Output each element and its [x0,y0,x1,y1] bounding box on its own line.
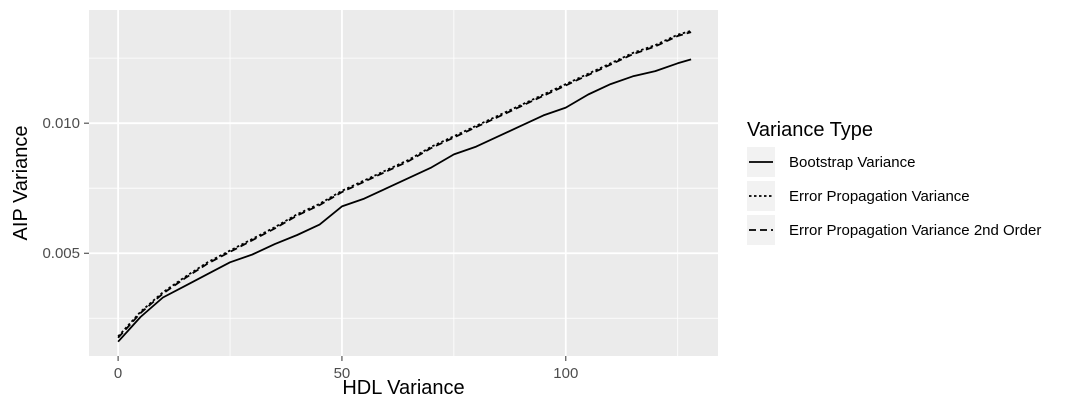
plot-panel [89,10,718,356]
axes: 0 50 100 0.005 0.010 [42,115,578,382]
x-tick-label: 100 [553,365,578,382]
legend-title: Variance Type [747,119,873,141]
legend-label-3: Error Propagation Variance 2nd Order [789,222,1041,239]
series-lines [117,29,692,343]
legend-label-1: Bootstrap Variance [789,154,915,171]
y-axis-label: AIP Variance [10,126,32,241]
y-tick-label: 0.005 [42,245,80,262]
x-tick-label: 0 [114,365,122,382]
series-line-2 [117,29,692,338]
x-tick-label: 50 [334,365,351,382]
legend-label-2: Error Propagation Variance [789,188,970,205]
x-axis-label: HDL Variance [342,377,464,399]
legend: Variance Type Bootstrap Variance Error Pr… [747,119,1041,245]
series-line-1 [117,58,692,343]
plot-background [89,10,718,356]
series-line-3 [117,31,692,339]
y-tick-label: 0.010 [42,115,80,132]
